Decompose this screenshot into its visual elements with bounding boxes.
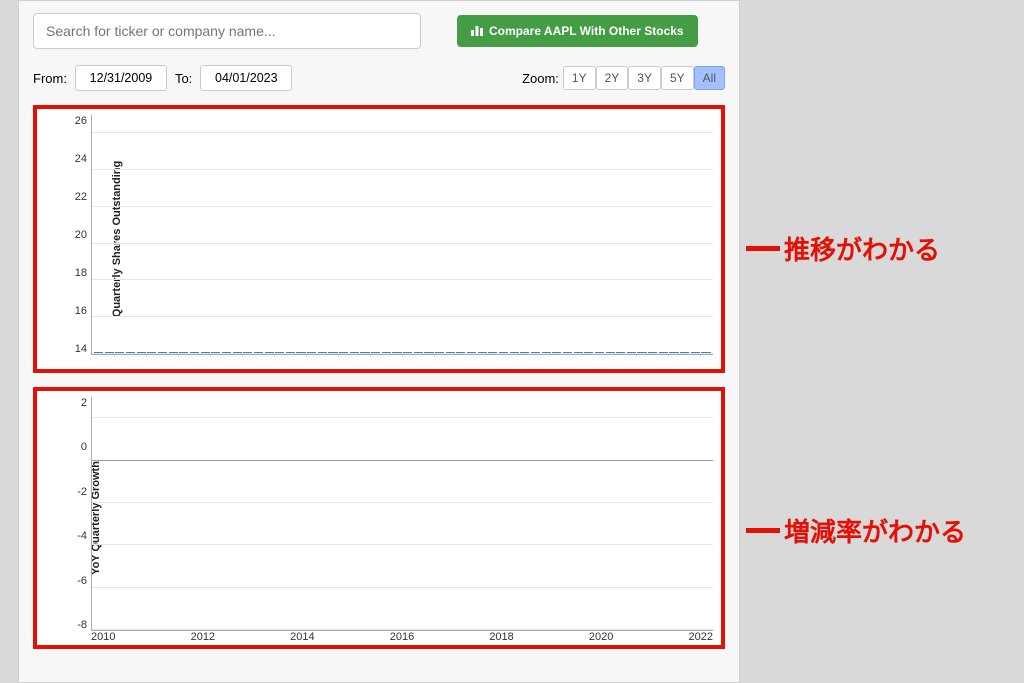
plot-bot [91, 397, 713, 631]
zoom-button-3y[interactable]: 3Y [628, 66, 661, 90]
zoom-button-5y[interactable]: 5Y [661, 66, 694, 90]
annotation-bottom-text: 増減率がわかる [784, 512, 966, 549]
compare-button-label: Compare AAPL With Other Stocks [489, 24, 684, 38]
annotation-dash-icon [746, 246, 780, 251]
plot-top [91, 115, 713, 355]
bar-chart-icon [471, 24, 483, 39]
compare-button[interactable]: Compare AAPL With Other Stocks [457, 15, 698, 47]
chart-shares-outstanding: Quarterly Shares Outstanding 26242220181… [33, 105, 725, 373]
controls-row: From: To: Zoom: 1Y2Y3Y5YAll [33, 65, 725, 91]
to-date-input[interactable] [200, 65, 292, 91]
zoom-group: Zoom: 1Y2Y3Y5YAll [522, 66, 725, 90]
chart-panel: Compare AAPL With Other Stocks From: To:… [18, 0, 740, 683]
search-input[interactable] [33, 13, 421, 49]
zoom-button-all[interactable]: All [694, 66, 725, 90]
annotation-top: 推移がわかる [746, 230, 940, 267]
zoom-button-1y[interactable]: 1Y [563, 66, 596, 90]
zoom-button-2y[interactable]: 2Y [596, 66, 629, 90]
annotation-bottom: 増減率がわかる [746, 512, 966, 549]
top-row: Compare AAPL With Other Stocks [33, 13, 725, 49]
from-label: From: [33, 71, 67, 86]
from-date-input[interactable] [75, 65, 167, 91]
annotation-top-text: 推移がわかる [784, 230, 940, 267]
annotation-dash-icon [746, 528, 780, 533]
date-range-group: From: To: [33, 65, 292, 91]
to-label: To: [175, 71, 192, 86]
yaxis-bot: 20-2-4-6-8 [63, 397, 87, 631]
xaxis-bot: 2010201220142016201820202022 [91, 631, 713, 645]
chart-yoy-growth: YoY Quarterly Growth 20-2-4-6-8 20102012… [33, 387, 725, 649]
zoom-label: Zoom: [522, 71, 559, 86]
yaxis-top: 26242220181614 [63, 115, 87, 355]
